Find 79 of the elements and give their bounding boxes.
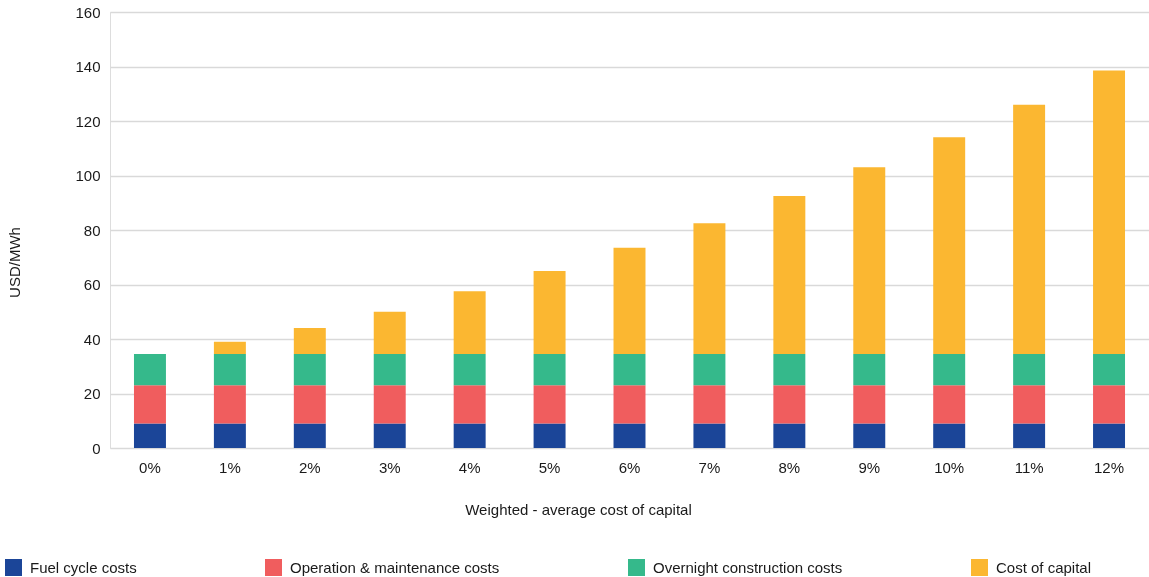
bar — [453, 385, 486, 424]
bar — [213, 341, 246, 354]
bar — [773, 423, 806, 448]
legend-label: Fuel cycle costs — [30, 558, 137, 576]
bar — [533, 423, 566, 448]
bar — [373, 385, 406, 424]
bar — [533, 270, 566, 354]
x-tick-label: 8% — [778, 458, 801, 476]
bar — [533, 385, 566, 424]
bar — [213, 385, 246, 424]
x-tick-label: 4% — [458, 458, 481, 476]
bar — [453, 423, 486, 448]
bar — [293, 328, 326, 354]
bar — [213, 423, 246, 448]
bar — [933, 385, 966, 424]
x-tick-label: 6% — [618, 458, 641, 476]
y-tick-label: 0 — [92, 439, 101, 457]
bar — [773, 385, 806, 424]
bar — [693, 353, 726, 386]
bar — [1013, 423, 1046, 448]
bar — [853, 353, 886, 386]
bar — [133, 385, 166, 424]
x-tick-label: 9% — [858, 458, 881, 476]
bar — [613, 353, 646, 386]
bar — [373, 353, 406, 386]
legend-label: Overnight construction costs — [653, 558, 843, 576]
y-tick-label: 60 — [83, 276, 101, 293]
y-tick-label: 100 — [75, 167, 101, 184]
bar — [933, 423, 966, 448]
x-tick-label: 12% — [1094, 458, 1125, 476]
bar — [693, 385, 726, 424]
bar — [373, 311, 406, 354]
bar — [613, 423, 646, 448]
bar — [853, 423, 886, 448]
y-tick-label: 80 — [83, 221, 101, 239]
y-tick-label: 120 — [75, 112, 101, 130]
bar — [533, 353, 566, 386]
x-axis-title: Weighted - average cost of capital — [465, 500, 692, 518]
x-tick-label: 0% — [139, 458, 161, 476]
bar — [613, 247, 646, 354]
x-tick-label: 7% — [698, 458, 721, 476]
bar — [613, 385, 646, 424]
bar — [853, 385, 886, 424]
x-tick-label: 2% — [298, 458, 321, 476]
y-tick-label: 160 — [75, 3, 101, 21]
bar — [293, 353, 326, 386]
bar — [1093, 385, 1126, 424]
bar — [293, 423, 326, 448]
bar — [1013, 385, 1046, 424]
x-tick-label: 1% — [219, 458, 241, 476]
bar — [1093, 353, 1126, 386]
bar — [453, 291, 486, 354]
x-tick-label: 10% — [934, 458, 965, 476]
bar — [293, 385, 326, 424]
legend-label: Operation & maintenance costs — [290, 558, 500, 576]
bar — [693, 423, 726, 448]
x-tick-label: 11% — [1014, 458, 1044, 476]
y-tick-label: 40 — [83, 330, 101, 348]
x-tick-label: 5% — [538, 458, 561, 476]
bar — [1093, 70, 1126, 354]
bar — [773, 195, 806, 354]
bar — [1093, 423, 1126, 448]
bar — [133, 353, 166, 386]
bar — [693, 223, 726, 354]
bar — [853, 167, 886, 354]
bar — [133, 423, 166, 448]
bar — [1013, 104, 1046, 354]
bar — [1013, 353, 1046, 386]
y-axis-title: USD/MWh — [5, 227, 23, 298]
y-tick-label: 140 — [75, 58, 101, 75]
legend-label: Cost of capital — [996, 558, 1092, 576]
bar — [933, 353, 966, 386]
x-tick-label: 3% — [378, 458, 401, 476]
bar — [213, 353, 246, 386]
bar — [773, 353, 806, 386]
y-tick-label: 20 — [83, 385, 101, 402]
bar — [453, 353, 486, 386]
bar — [373, 423, 406, 448]
bar — [933, 137, 966, 354]
